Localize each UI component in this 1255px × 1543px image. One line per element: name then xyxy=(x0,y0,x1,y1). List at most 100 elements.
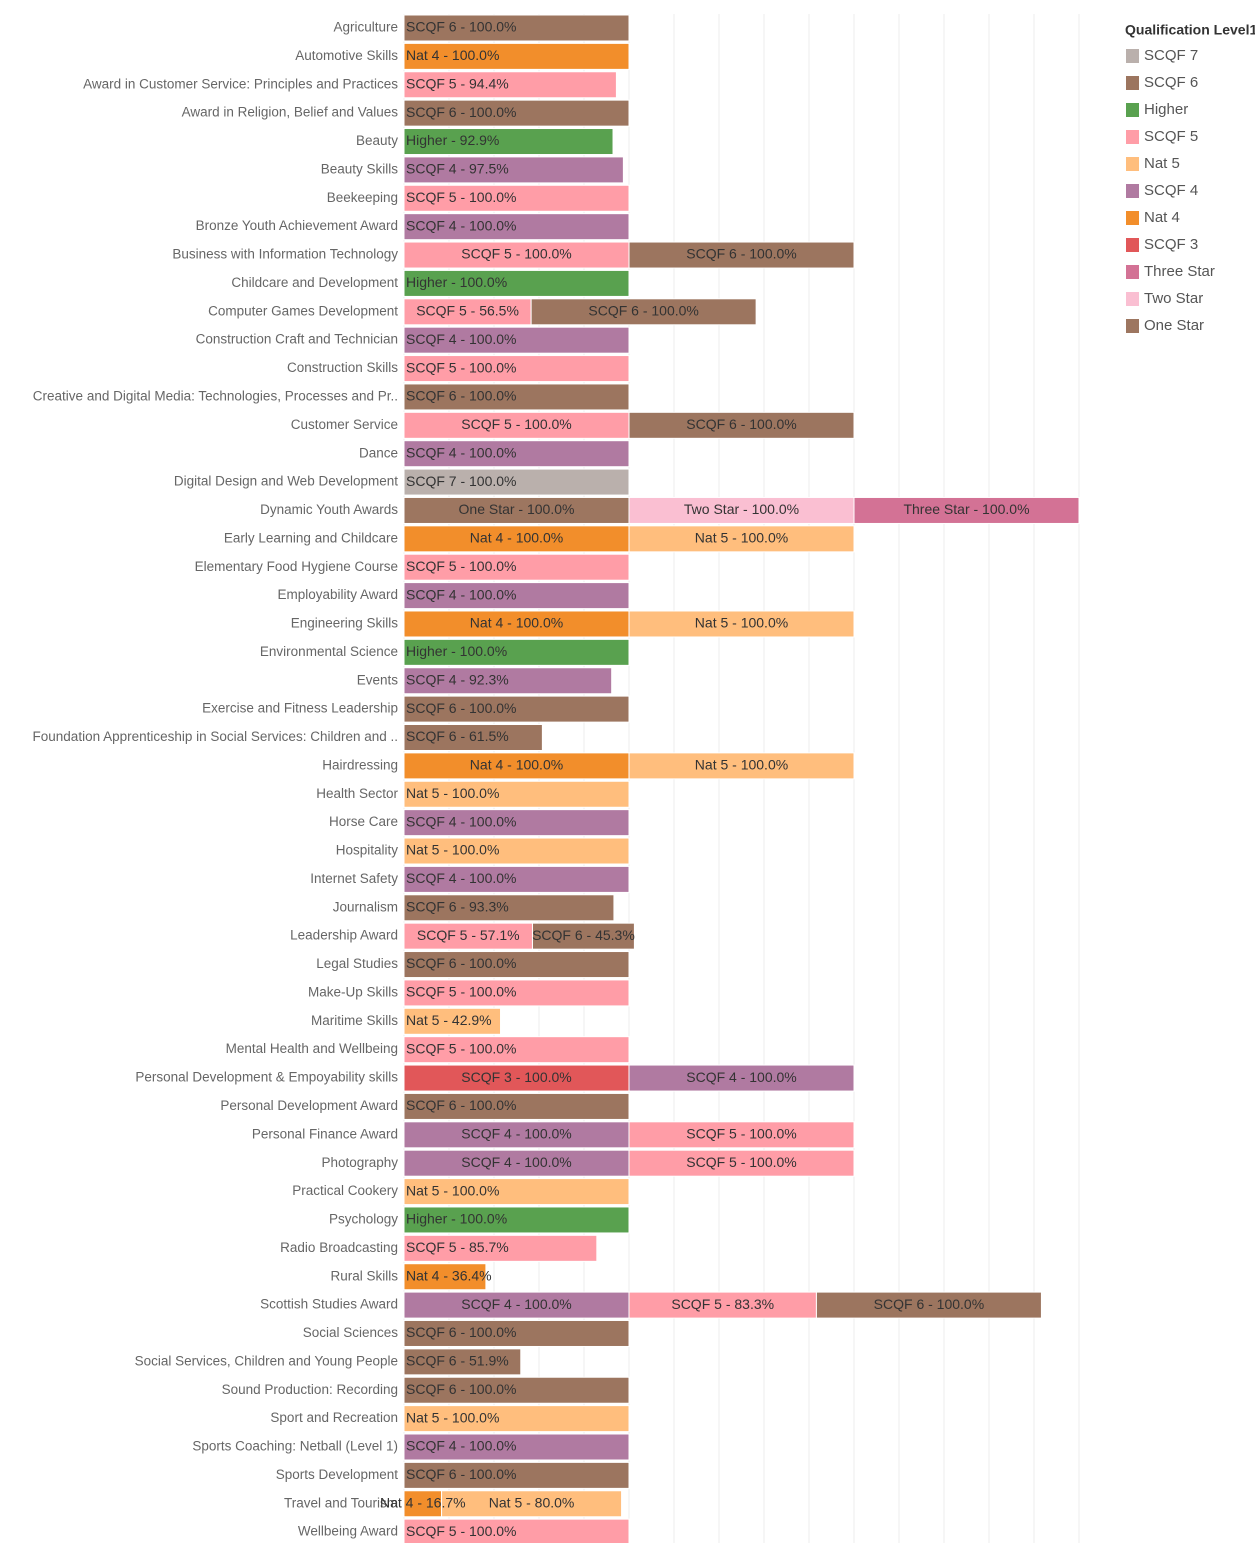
value-label: SCQF 6 - 100.0% xyxy=(406,1381,517,1397)
bar-segment xyxy=(853,496,1080,524)
bar-segment xyxy=(403,780,630,808)
category-label: Practical Cookery xyxy=(292,1183,398,1198)
value-label: SCQF 5 - 83.3% xyxy=(671,1296,774,1312)
legend-swatch xyxy=(1126,265,1139,279)
value-label: SCQF 6 - 61.5% xyxy=(406,728,509,744)
category-label: Travel and Tourism xyxy=(284,1495,398,1510)
category-label: Internet Safety xyxy=(310,871,398,886)
value-label: SCQF 4 - 100.0% xyxy=(406,870,517,886)
bar-segment xyxy=(403,355,630,383)
legend-swatch xyxy=(1126,184,1139,198)
legend-label: One Star xyxy=(1144,317,1204,334)
value-label: SCQF 4 - 100.0% xyxy=(461,1126,572,1142)
bar-segment xyxy=(628,241,855,269)
bar-segment xyxy=(403,1319,630,1347)
category-label: Automotive Skills xyxy=(295,48,398,63)
bar-segment xyxy=(628,411,855,439)
legend-swatch xyxy=(1126,130,1139,144)
bar-segment xyxy=(441,1490,623,1518)
value-label: SCQF 4 - 100.0% xyxy=(406,217,517,233)
value-label: Nat 5 - 80.0% xyxy=(489,1494,575,1510)
bar-segment xyxy=(403,1007,502,1035)
bar-segment xyxy=(403,298,532,326)
category-label: Award in Religion, Belief and Values xyxy=(182,105,399,120)
category-label: Elementary Food Hygiene Course xyxy=(195,559,398,574)
value-label: SCQF 4 - 100.0% xyxy=(461,1154,572,1170)
value-label: SCQF 3 - 100.0% xyxy=(461,1069,572,1085)
value-label: SCQF 4 - 100.0% xyxy=(406,586,517,602)
value-label: SCQF 5 - 100.0% xyxy=(406,558,517,574)
bar-segment xyxy=(403,184,630,212)
value-label: SCQF 6 - 100.0% xyxy=(406,104,517,120)
bar-segment xyxy=(403,1433,630,1461)
category-label: Beauty xyxy=(356,133,398,148)
category-label: Customer Service xyxy=(291,417,398,432)
bar-segment xyxy=(628,752,855,780)
value-label: SCQF 4 - 100.0% xyxy=(686,1069,797,1085)
bar-segment xyxy=(403,42,630,70)
value-label: One Star - 100.0% xyxy=(459,501,575,517)
value-label: SCQF 4 - 100.0% xyxy=(406,1438,517,1454)
category-label: Social Sciences xyxy=(303,1325,399,1340)
bar-segment xyxy=(403,1178,630,1206)
value-label: SCQF 4 - 92.3% xyxy=(406,671,509,687)
bar-segment xyxy=(531,922,635,950)
category-label: Make-Up Skills xyxy=(308,984,398,999)
value-label: SCQF 4 - 100.0% xyxy=(461,1296,572,1312)
category-label: Construction Craft and Technician xyxy=(196,332,398,347)
value-label: SCQF 5 - 100.0% xyxy=(406,189,517,205)
value-label: SCQF 6 - 100.0% xyxy=(406,1466,517,1482)
value-label: Two Star - 100.0% xyxy=(684,501,799,517)
bar-segment xyxy=(628,1149,855,1177)
legend-label: Two Star xyxy=(1144,290,1203,307)
bar-segment xyxy=(403,979,630,1007)
value-label: Higher - 92.9% xyxy=(406,132,499,148)
bar-segment xyxy=(403,865,630,893)
value-label: SCQF 5 - 100.0% xyxy=(461,246,572,262)
bar-segment xyxy=(403,326,630,354)
category-label: Dance xyxy=(359,445,398,460)
category-label: Construction Skills xyxy=(287,360,398,375)
value-label: Nat 4 - 100.0% xyxy=(470,615,563,631)
value-label: SCQF 6 - 100.0% xyxy=(406,388,517,404)
bar-segment xyxy=(403,1149,630,1177)
bar-segment xyxy=(403,638,630,666)
category-label: Engineering Skills xyxy=(291,616,399,631)
bar-segment xyxy=(403,468,630,496)
category-label: Radio Broadcasting xyxy=(280,1240,398,1255)
value-label: SCQF 6 - 100.0% xyxy=(406,700,517,716)
bar-segment xyxy=(403,1206,630,1234)
bar-segment xyxy=(628,525,855,553)
category-label: Dynamic Youth Awards xyxy=(260,502,398,517)
value-label: Nat 5 - 42.9% xyxy=(406,1012,492,1028)
value-label: SCQF 6 - 100.0% xyxy=(406,955,517,971)
value-label: Higher - 100.0% xyxy=(406,1211,507,1227)
bar-segment xyxy=(403,610,630,638)
bar-segment xyxy=(403,1092,630,1120)
legend-label: SCQF 5 xyxy=(1144,128,1198,145)
value-label: SCQF 4 - 100.0% xyxy=(406,444,517,460)
bar-segment xyxy=(628,1064,855,1092)
bar-segment xyxy=(628,496,855,524)
value-label: SCQF 6 - 51.9% xyxy=(406,1353,509,1369)
category-label: Personal Development & Empoyability skil… xyxy=(135,1070,398,1085)
category-label: Photography xyxy=(321,1155,398,1170)
value-label: SCQF 6 - 100.0% xyxy=(686,416,797,432)
value-label: SCQF 4 - 97.5% xyxy=(406,161,509,177)
bar-segment xyxy=(403,837,630,865)
bar-segment xyxy=(403,695,630,723)
bar-segment xyxy=(403,1405,630,1433)
category-label: Foundation Apprenticeship in Social Serv… xyxy=(33,729,398,744)
value-label: SCQF 5 - 100.0% xyxy=(461,416,572,432)
bar-segment xyxy=(403,128,614,156)
bar-segment xyxy=(403,1518,630,1543)
category-label: Mental Health and Wellbeing xyxy=(226,1041,398,1056)
category-label: Personal Finance Award xyxy=(252,1126,398,1141)
value-label: Nat 5 - 100.0% xyxy=(406,1409,499,1425)
value-label: SCQF 7 - 100.0% xyxy=(406,473,517,489)
category-label: Business with Information Technology xyxy=(172,247,398,262)
legend-label: Nat 4 xyxy=(1144,209,1180,226)
bar-segment xyxy=(403,1121,630,1149)
category-label: Events xyxy=(357,672,399,687)
